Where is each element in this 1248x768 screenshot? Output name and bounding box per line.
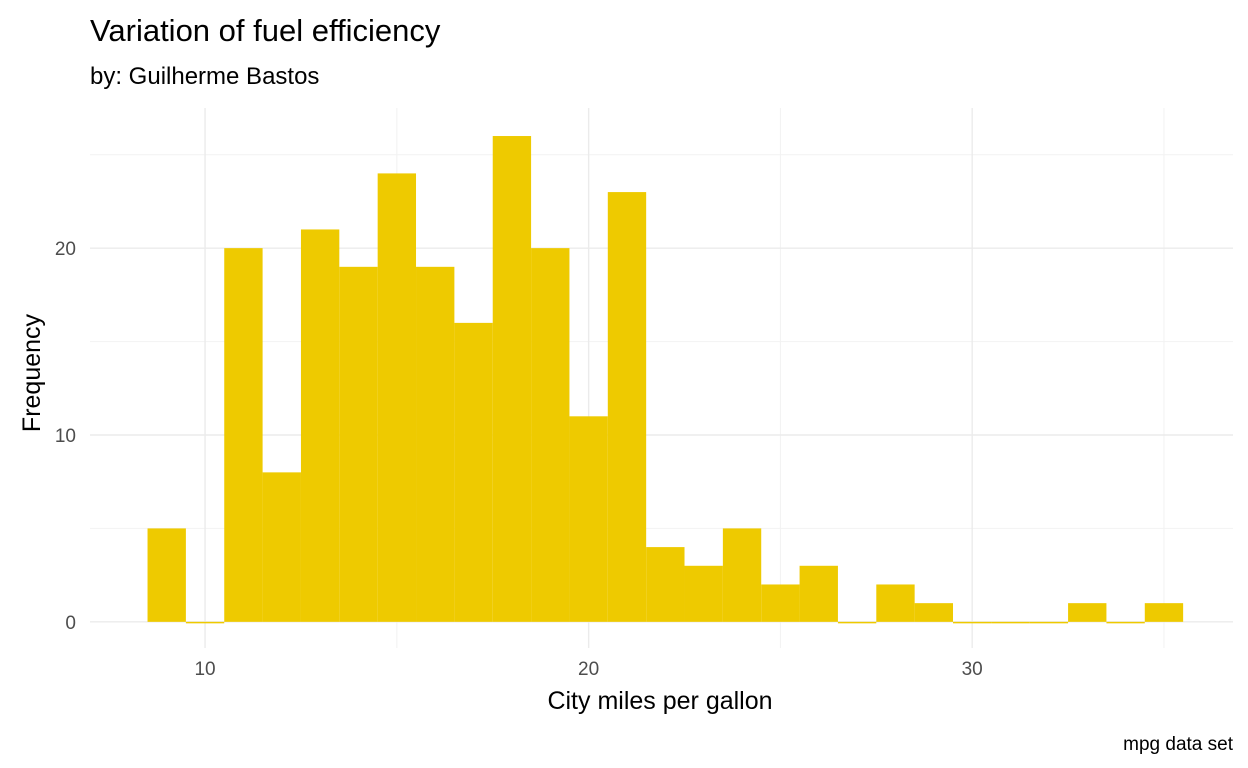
histogram-bar [185, 621, 225, 624]
histogram-bar [1144, 603, 1184, 622]
y-tick-label: 10 [55, 426, 76, 447]
histogram-bar [569, 416, 608, 622]
y-axis-title: Frequency [18, 313, 46, 432]
histogram-bar [1106, 621, 1145, 624]
plot-panel: 10 20 30 0 10 20 [55, 108, 1233, 680]
histogram-bar [953, 621, 992, 624]
histogram-bar [876, 584, 915, 622]
x-tick-label: 30 [962, 659, 983, 680]
histogram-bar [377, 173, 417, 622]
x-tick-label: 20 [578, 659, 599, 680]
histogram-bar [339, 266, 378, 622]
histogram-bar [607, 192, 647, 622]
chart-caption: mpg data set [1123, 734, 1234, 755]
histogram-bar [262, 472, 301, 622]
histogram-bar [991, 621, 1030, 624]
histogram-bars [147, 136, 1184, 624]
histogram-bar [492, 136, 532, 622]
histogram-bar [300, 229, 340, 622]
y-tick-label: 20 [55, 239, 76, 260]
x-axis-title: City miles per gallon [547, 687, 772, 715]
chart-subtitle: by: Guilherme Bastos [90, 63, 319, 90]
histogram-bar [646, 547, 685, 622]
histogram-bar [531, 248, 570, 622]
y-tick-label: 0 [65, 613, 76, 634]
histogram-bar [1029, 621, 1069, 624]
histogram-bar [761, 584, 800, 622]
histogram-bar [914, 603, 954, 622]
x-axis-ticks: 10 20 30 [194, 659, 982, 680]
histogram-bar [147, 528, 186, 622]
histogram-bar [416, 266, 455, 622]
histogram-bar [224, 248, 263, 622]
histogram-bar [722, 528, 762, 622]
y-axis-ticks: 0 10 20 [55, 239, 76, 634]
x-tick-label: 10 [194, 659, 215, 680]
histogram-bar [1068, 603, 1107, 622]
histogram-bar [799, 565, 838, 622]
chart-title: Variation of fuel efficiency [90, 13, 441, 48]
histogram-bar [454, 322, 493, 622]
histogram-bar [837, 621, 877, 624]
histogram-bar [684, 565, 723, 622]
